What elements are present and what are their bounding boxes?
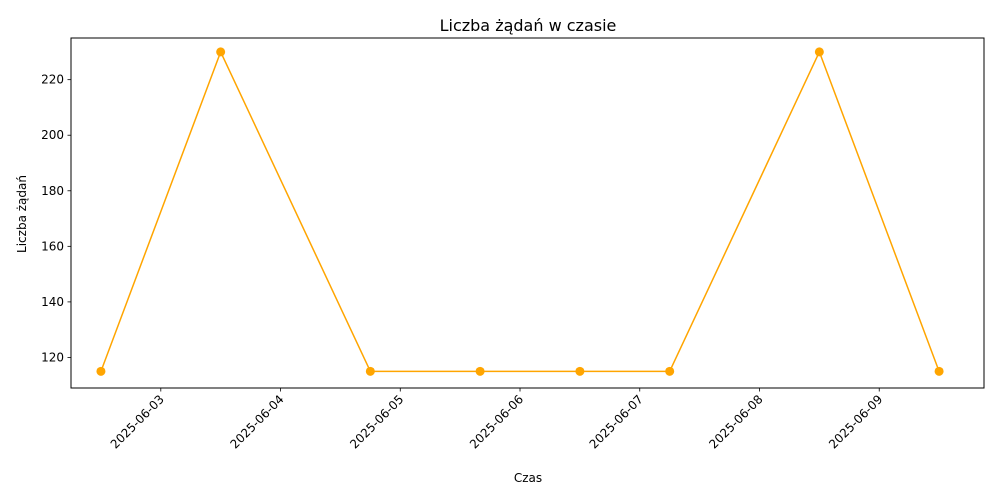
data-point-2 bbox=[216, 47, 226, 57]
y-tick-label: 120 bbox=[41, 350, 64, 364]
data-point-7 bbox=[814, 47, 824, 57]
y-tick-label: 180 bbox=[41, 184, 64, 198]
data-point-3 bbox=[365, 366, 375, 376]
y-axis-title: Liczba żądań bbox=[15, 175, 29, 253]
y-axis-ticks: 120 140 160 180 200 220 bbox=[41, 73, 71, 364]
data-point-4 bbox=[475, 366, 485, 376]
plot-frame bbox=[70, 37, 985, 389]
chart-title: Liczba żądań w czasie bbox=[440, 16, 617, 35]
y-tick-label: 160 bbox=[41, 239, 64, 253]
x-axis-title: Czas bbox=[514, 471, 542, 485]
data-point-5 bbox=[575, 366, 585, 376]
data-point-8 bbox=[934, 366, 944, 376]
data-point-1 bbox=[96, 366, 106, 376]
data-point-6 bbox=[665, 366, 675, 376]
y-tick-label: 220 bbox=[41, 73, 64, 87]
plot-area bbox=[96, 47, 944, 376]
series-line bbox=[100, 51, 940, 373]
y-tick-label: 140 bbox=[41, 295, 64, 309]
y-tick-label: 200 bbox=[41, 128, 64, 142]
